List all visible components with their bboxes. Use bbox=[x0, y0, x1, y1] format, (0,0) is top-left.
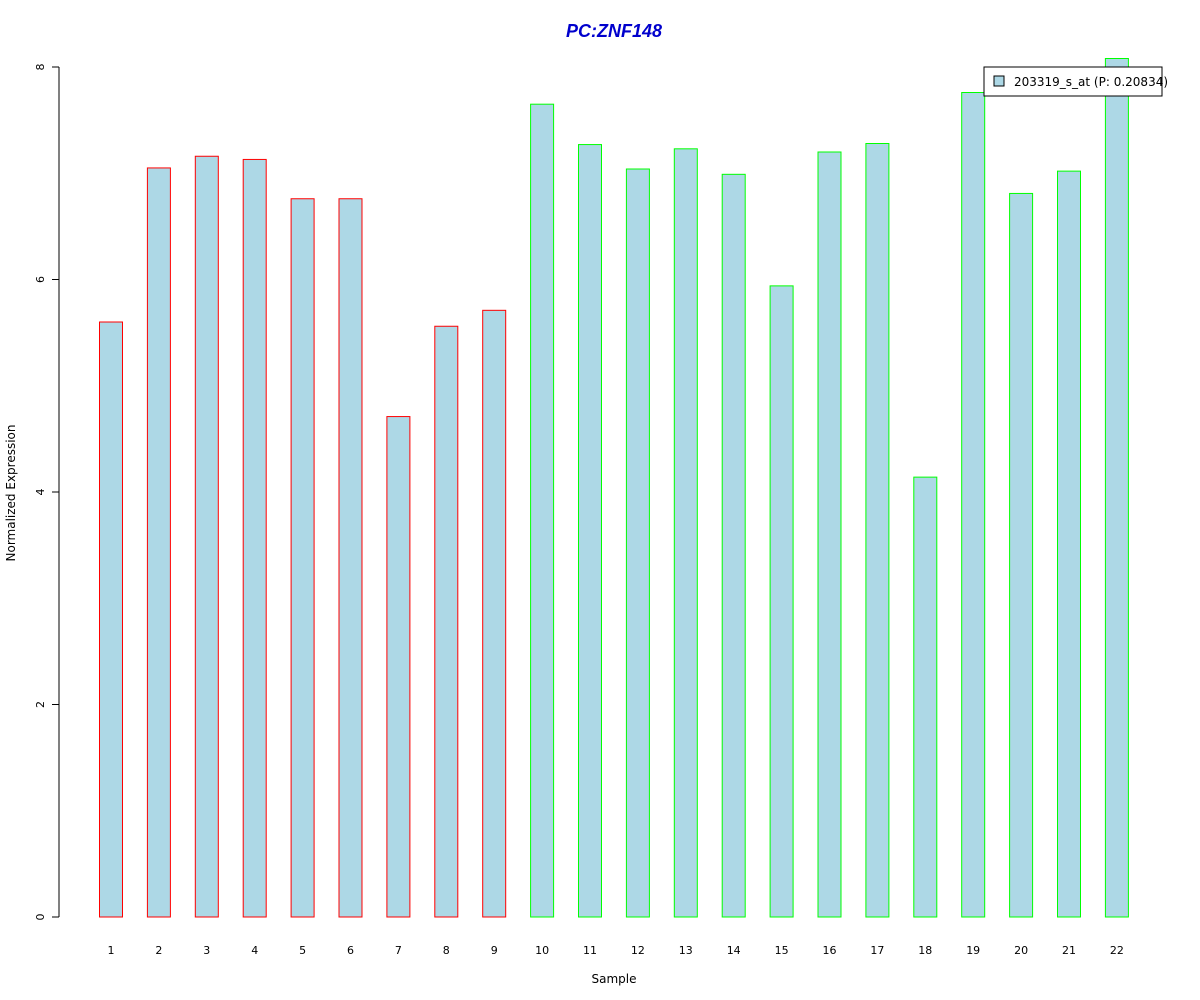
x-tick-label: 17 bbox=[870, 944, 884, 957]
legend-swatch bbox=[993, 75, 1005, 87]
x-tick-label: 3 bbox=[203, 944, 210, 957]
x-tick-label: 8 bbox=[443, 944, 450, 957]
bar bbox=[1057, 170, 1081, 918]
bar bbox=[817, 151, 842, 918]
bar bbox=[434, 325, 459, 918]
y-axis: 0 2 4 6 8 bbox=[34, 64, 60, 921]
x-tick-label: 5 bbox=[299, 944, 306, 957]
bar bbox=[1009, 192, 1034, 918]
legend-label: 203319_s_at (P: 0.20834) bbox=[1014, 75, 1168, 89]
bar bbox=[865, 143, 890, 918]
y-tick-label: 8 bbox=[34, 64, 47, 71]
x-tick-label: 14 bbox=[727, 944, 741, 957]
bar bbox=[290, 198, 315, 918]
bars bbox=[99, 58, 1129, 918]
bar bbox=[721, 173, 746, 918]
x-tick-label: 9 bbox=[491, 944, 498, 957]
y-axis-title: Normalized Expression bbox=[4, 424, 18, 561]
x-tick-label: 18 bbox=[918, 944, 932, 957]
bar bbox=[482, 309, 507, 918]
bar bbox=[673, 148, 698, 918]
x-tick-label: 7 bbox=[395, 944, 402, 957]
y-tick-label: 6 bbox=[34, 276, 47, 283]
x-axis-title: Sample bbox=[592, 972, 637, 986]
x-tick-label: 22 bbox=[1110, 944, 1124, 957]
bar bbox=[913, 476, 938, 918]
x-tick-label: 13 bbox=[679, 944, 693, 957]
bar bbox=[1104, 58, 1129, 918]
bar bbox=[578, 144, 602, 918]
x-tick-label: 16 bbox=[823, 944, 837, 957]
bar bbox=[961, 92, 986, 918]
bar bbox=[338, 198, 363, 918]
x-tick-label: 12 bbox=[631, 944, 645, 957]
x-tick-label: 15 bbox=[775, 944, 789, 957]
x-tick-label: 19 bbox=[966, 944, 980, 957]
x-tick-label: 20 bbox=[1014, 944, 1028, 957]
bar bbox=[99, 321, 123, 918]
x-tick-label: 21 bbox=[1062, 944, 1076, 957]
x-axis-labels: 1 2 3 4 5 6 7 8 9 10 11 12 13 14 15 16 17 18 19 20 21 22 bbox=[108, 944, 1124, 957]
legend: 203319_s_at (P: 0.20834) bbox=[983, 66, 1168, 97]
y-tick-label: 4 bbox=[34, 489, 47, 496]
bar bbox=[194, 155, 219, 918]
bar bbox=[242, 158, 267, 918]
bar bbox=[386, 416, 411, 918]
x-tick-label: 4 bbox=[251, 944, 258, 957]
bar bbox=[530, 103, 555, 918]
x-tick-label: 10 bbox=[535, 944, 549, 957]
x-tick-label: 6 bbox=[347, 944, 354, 957]
bar bbox=[146, 167, 171, 918]
y-tick-label: 2 bbox=[34, 701, 47, 708]
x-tick-label: 2 bbox=[155, 944, 162, 957]
x-tick-label: 11 bbox=[583, 944, 597, 957]
legend-box bbox=[983, 66, 1163, 97]
bar bbox=[625, 168, 650, 918]
y-tick-label: 0 bbox=[34, 914, 47, 921]
x-tick-label: 1 bbox=[108, 944, 115, 957]
chart-title: PC:ZNF148 bbox=[566, 21, 662, 41]
bar bbox=[769, 285, 794, 918]
